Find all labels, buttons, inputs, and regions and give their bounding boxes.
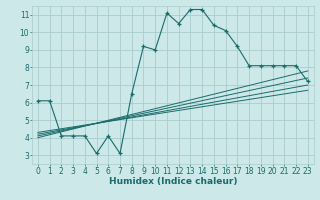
X-axis label: Humidex (Indice chaleur): Humidex (Indice chaleur) (108, 177, 237, 186)
